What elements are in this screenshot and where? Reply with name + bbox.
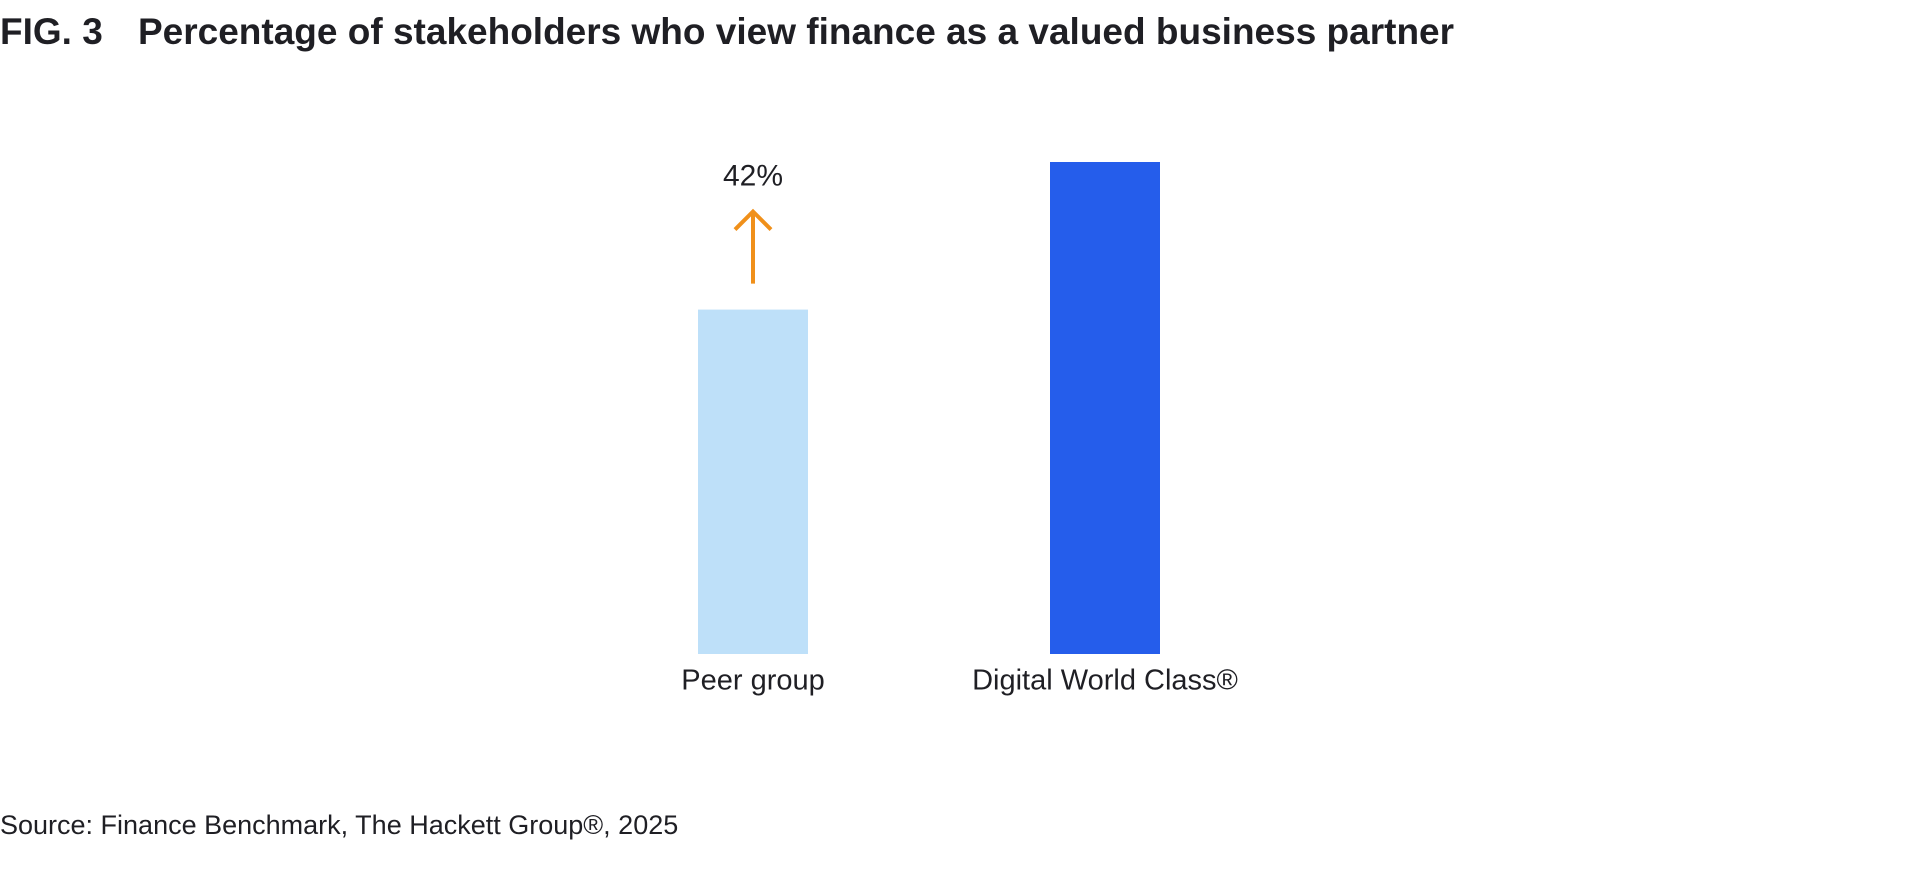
bar [698, 309, 808, 654]
x-tick-label: Peer group [681, 665, 825, 697]
x-tick-label: Digital World Class® [972, 665, 1238, 697]
source-note: Source: Finance Benchmark, The Hackett G… [0, 810, 678, 840]
annotation: 42% [723, 160, 783, 193]
bar [1050, 162, 1160, 654]
annotation-arrowhead [733, 208, 773, 232]
chart-title: Percentage of stakeholders who view fina… [138, 11, 1454, 52]
figure-label: FIG. 3 [0, 11, 103, 52]
